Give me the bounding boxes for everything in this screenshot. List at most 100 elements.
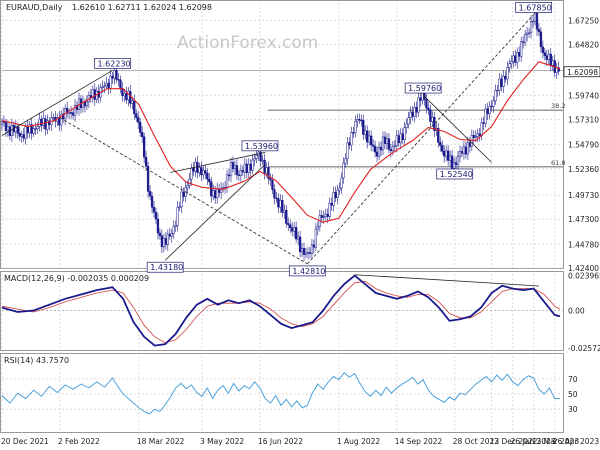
candle-body <box>4 122 8 132</box>
candle-body <box>160 235 164 248</box>
candle-body <box>401 133 404 140</box>
candle-body <box>448 155 452 161</box>
trendline <box>164 164 266 261</box>
candle-body <box>249 163 252 171</box>
candle-body <box>324 213 327 217</box>
candle-body <box>510 61 513 64</box>
candle-body <box>255 155 258 159</box>
candle-body <box>427 107 430 111</box>
candle-body <box>443 151 446 157</box>
candle-body <box>421 92 424 101</box>
candle-body <box>330 202 333 206</box>
candle-body <box>397 135 400 144</box>
candle-body <box>462 146 466 154</box>
candle-body <box>537 29 541 33</box>
price-annotation-box <box>515 2 553 13</box>
price-tick-label: 1.49730 <box>568 191 599 200</box>
trendline <box>307 14 534 265</box>
candle-body <box>196 161 199 173</box>
rsi-tick-label: 70 <box>568 375 578 384</box>
candle-body <box>373 145 377 153</box>
candle-body <box>433 116 436 131</box>
candle-body <box>139 122 142 133</box>
price-annotation-box <box>404 82 442 94</box>
candle-body <box>302 248 306 255</box>
candle-body <box>119 79 122 89</box>
candle-body <box>494 90 497 102</box>
macd-title: MACD(12,26,9) -0.002035 0.000209 <box>4 274 149 283</box>
price-annotation-box <box>146 261 184 273</box>
candle-body <box>533 13 537 22</box>
candle-body <box>464 146 468 155</box>
price-tick-label: 1.64820 <box>568 41 599 50</box>
candle-body <box>366 130 369 143</box>
candle-body <box>142 136 146 158</box>
price-annotation-label: 1.52540 <box>440 170 473 179</box>
candle-body <box>385 138 389 144</box>
candle-body <box>229 162 233 177</box>
trendline <box>1 70 113 136</box>
candle-body <box>275 197 278 200</box>
candle-body <box>415 107 418 113</box>
price-series: 38.2 61.8 1.62230 1.53960 1.43180 1.42810 1.59… <box>0 2 565 277</box>
candle-body <box>164 238 167 245</box>
candle-body <box>328 202 331 217</box>
candle-body <box>293 227 296 232</box>
candle-body <box>208 179 211 183</box>
candle-body <box>115 70 118 80</box>
candle-body <box>101 86 104 88</box>
candle-body <box>340 177 343 189</box>
candle-body <box>52 117 55 119</box>
trendline <box>170 152 266 173</box>
candle-body <box>535 13 539 30</box>
candle-body <box>202 170 205 176</box>
candle-body <box>141 132 144 138</box>
candle-body <box>458 151 462 157</box>
candle-body <box>547 53 550 60</box>
candle-body <box>117 79 120 81</box>
candle-body <box>69 112 73 114</box>
candle-body <box>46 120 49 130</box>
candle-body <box>158 232 162 237</box>
candle-body <box>227 174 231 177</box>
candle-body <box>71 112 75 116</box>
candle-body <box>192 168 195 172</box>
candle-body <box>480 122 483 136</box>
candle-body <box>271 179 274 190</box>
candle-body <box>36 126 39 130</box>
candle-body <box>326 213 329 217</box>
candle-body <box>281 199 284 213</box>
candle-body <box>225 174 229 188</box>
candle-body <box>543 52 547 57</box>
candle-body <box>188 178 191 186</box>
candle-body <box>500 78 503 87</box>
candle-body <box>154 211 158 220</box>
candle-body <box>429 109 432 122</box>
candle-body <box>294 227 298 240</box>
x-tick-label: 26 Jan 2023 <box>511 437 556 446</box>
candle-body <box>186 185 189 189</box>
candle-body <box>506 67 509 80</box>
candle-body <box>263 159 266 174</box>
candle-body <box>243 163 246 173</box>
candle-body <box>551 60 554 66</box>
candle-body <box>93 89 96 100</box>
candle-body <box>496 89 499 92</box>
candle-body <box>285 209 288 224</box>
candle-body <box>111 75 114 79</box>
macd-tick-label: 0.023965 <box>568 272 600 281</box>
candle-body <box>362 120 365 135</box>
fib-level-label: 61.8 <box>551 159 565 167</box>
axes: 20 Dec 2021 2 Feb 2022 18 Mar 2022 3 May 20… <box>1 16 600 446</box>
candle-body <box>474 136 477 138</box>
candle-body <box>484 108 487 124</box>
candle-body <box>162 238 166 248</box>
candle-body <box>231 162 235 170</box>
x-tick-label: 18 Mar 2022 <box>137 437 185 446</box>
price-tick-label: 1.59740 <box>568 91 599 100</box>
candle-body <box>383 136 387 144</box>
candle-body <box>364 130 367 135</box>
x-tick-label: 28 Oct 2022 <box>453 437 500 446</box>
candle-body <box>377 146 381 157</box>
current-price-tag <box>563 66 600 78</box>
